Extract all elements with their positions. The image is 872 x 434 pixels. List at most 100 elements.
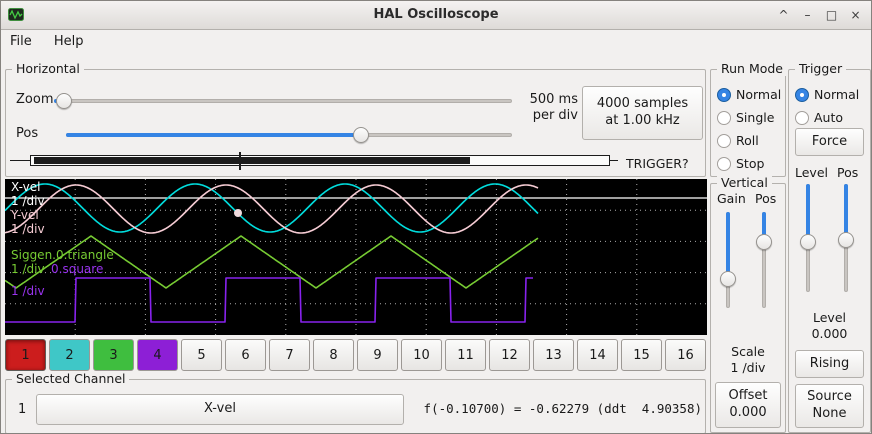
channel-button-4[interactable]: 4 [137, 339, 178, 371]
app-icon [8, 7, 24, 23]
vertical-gain-label: Gain [717, 191, 746, 206]
channel-button-12[interactable]: 12 [489, 339, 530, 371]
scope-channel3-scale: 1 /div [11, 262, 45, 276]
trigger-level-slider-fill [806, 184, 810, 242]
channel-button-15[interactable]: 15 [621, 339, 662, 371]
record-captured-bar [34, 157, 470, 164]
trigger-auto-label: Auto [814, 110, 844, 125]
zoom-label: Zoom [16, 92, 54, 107]
zoom-slider-track[interactable] [54, 99, 512, 103]
scope-channel4-scale: 1 /div [11, 284, 45, 298]
trigger-pos-slider-handle[interactable] [838, 232, 854, 248]
vertical-gain-slider-fill [726, 212, 730, 279]
trigger-edge-label: Rising [809, 355, 850, 371]
scope-channel1-name: X-vel [11, 180, 41, 194]
time-per-div-value: 500 ms [529, 92, 578, 107]
selected-channel-group: Selected Channel 1 X-vel f(-0.10700) = -… [5, 371, 706, 433]
vertical-offset-value: 0.000 [729, 405, 767, 420]
run-mode-roll-radio[interactable] [717, 134, 731, 148]
scope-channel2-name: Y-vel [11, 208, 39, 222]
trigger-level-readout-value: 0.000 [811, 326, 848, 341]
selected-channel-name-label: X-vel [204, 401, 236, 417]
trigger-level-slider[interactable] [800, 184, 816, 292]
channel-button-5[interactable]: 5 [181, 339, 222, 371]
vertical-offset-label: Offset [728, 388, 768, 404]
run-mode-normal-radio[interactable] [717, 88, 731, 102]
vertical-pos-slider[interactable] [756, 212, 772, 308]
trigger-source-label: Source [807, 389, 852, 405]
vertical-pos-slider-handle[interactable] [756, 234, 772, 250]
trigger-group-title: Trigger [795, 61, 847, 76]
run-mode-single-label: Single [736, 110, 775, 125]
scope-channel3-name: Siggen.0.triangle [11, 248, 114, 262]
channel-button-10[interactable]: 10 [401, 339, 442, 371]
position-slider-handle[interactable] [353, 127, 369, 143]
channel-button-7[interactable]: 7 [269, 339, 310, 371]
vertical-group-title: Vertical [717, 175, 772, 190]
position-slider[interactable] [66, 127, 512, 143]
selected-channel-name-button[interactable]: X-vel [36, 394, 404, 425]
horizontal-group: Horizontal Zoom 500 ms per div 4000 samp… [5, 61, 706, 177]
menu-bar: File Help [1, 30, 871, 56]
trigger-level-slider-label: Level [795, 165, 828, 180]
time-per-div-unit: per div [532, 108, 578, 123]
horizontal-group-title: Horizontal [12, 61, 84, 76]
trigger-source-button[interactable]: Source None [795, 384, 864, 428]
record-position-indicator [10, 152, 618, 170]
trigger-question-label: TRIGGER? [626, 156, 689, 171]
trigger-normal-label: Normal [814, 87, 860, 102]
trigger-pos-slider-fill [844, 184, 848, 240]
channel-button-2[interactable]: 2 [49, 339, 90, 371]
vertical-gain-slider[interactable] [720, 212, 736, 308]
menu-help[interactable]: Help [53, 34, 84, 49]
vertical-pos-label: Pos [755, 191, 777, 206]
trigger-pos-slider[interactable] [838, 184, 854, 292]
trigger-position-marker [239, 152, 241, 170]
channel-button-14[interactable]: 14 [577, 339, 618, 371]
sample-rate-button[interactable]: 4000 samples at 1.00 kHz [582, 86, 703, 140]
title-bar[interactable]: HAL Oscilloscope ^ – □ × [1, 1, 871, 30]
channel-button-9[interactable]: 9 [357, 339, 398, 371]
oscilloscope-display: X-vel 1 /div Y-vel 1 /div Siggen.0.trian… [5, 179, 707, 335]
trigger-force-button[interactable]: Force [795, 128, 864, 156]
channel-button-11[interactable]: 11 [445, 339, 486, 371]
trigger-normal-radio[interactable] [795, 88, 809, 102]
menu-file[interactable]: File [10, 34, 32, 49]
trigger-force-label: Force [811, 133, 848, 149]
selected-channel-group-title: Selected Channel [12, 371, 130, 386]
vertical-pos-slider-fill [762, 212, 766, 242]
window-minimize-button[interactable]: – [804, 8, 811, 22]
channel-button-6[interactable]: 6 [225, 339, 266, 371]
vertical-group: Vertical Gain Pos Scale 1 /div Offset 0.… [710, 175, 786, 433]
selected-channel-number: 1 [18, 402, 27, 417]
channel-button-3[interactable]: 3 [93, 339, 134, 371]
trigger-level-slider-handle[interactable] [800, 234, 816, 250]
zoom-slider-handle[interactable] [56, 93, 72, 109]
time-per-div: 500 ms per div [514, 92, 578, 124]
window-title: HAL Oscilloscope [373, 7, 499, 22]
channel-button-13[interactable]: 13 [533, 339, 574, 371]
run-mode-stop-radio[interactable] [717, 157, 731, 171]
run-mode-roll-label: Roll [736, 133, 759, 148]
run-mode-single-radio[interactable] [717, 111, 731, 125]
trigger-edge-button[interactable]: Rising [795, 350, 864, 378]
position-slider-fill [66, 133, 361, 137]
vertical-scale-value: 1 /div [730, 360, 766, 375]
window-shade-button[interactable]: ^ [778, 8, 789, 22]
channel-button-8[interactable]: 8 [313, 339, 354, 371]
sample-count-text: 4000 samples [596, 96, 689, 112]
window-close-button[interactable]: × [850, 8, 861, 22]
trigger-group: Trigger Normal Auto Force Level Pos Leve… [788, 61, 871, 433]
window-maximize-button[interactable]: □ [825, 8, 838, 22]
trigger-auto-radio[interactable] [795, 111, 809, 125]
run-mode-group-title: Run Mode [717, 61, 787, 76]
selected-channel-readout: f(-0.10700) = -0.62279 (ddt 4.90358) [423, 401, 702, 416]
vertical-gain-slider-handle[interactable] [720, 271, 736, 287]
channel-button-16[interactable]: 16 [665, 339, 706, 371]
zoom-slider[interactable] [54, 93, 512, 109]
trigger-level-readout-label: Level [813, 310, 846, 325]
sample-rate-text: at 1.00 kHz [605, 113, 680, 128]
trigger-pos-slider-label: Pos [837, 165, 859, 180]
channel-button-1[interactable]: 1 [5, 339, 46, 371]
vertical-offset-button[interactable]: Offset 0.000 [715, 382, 781, 428]
